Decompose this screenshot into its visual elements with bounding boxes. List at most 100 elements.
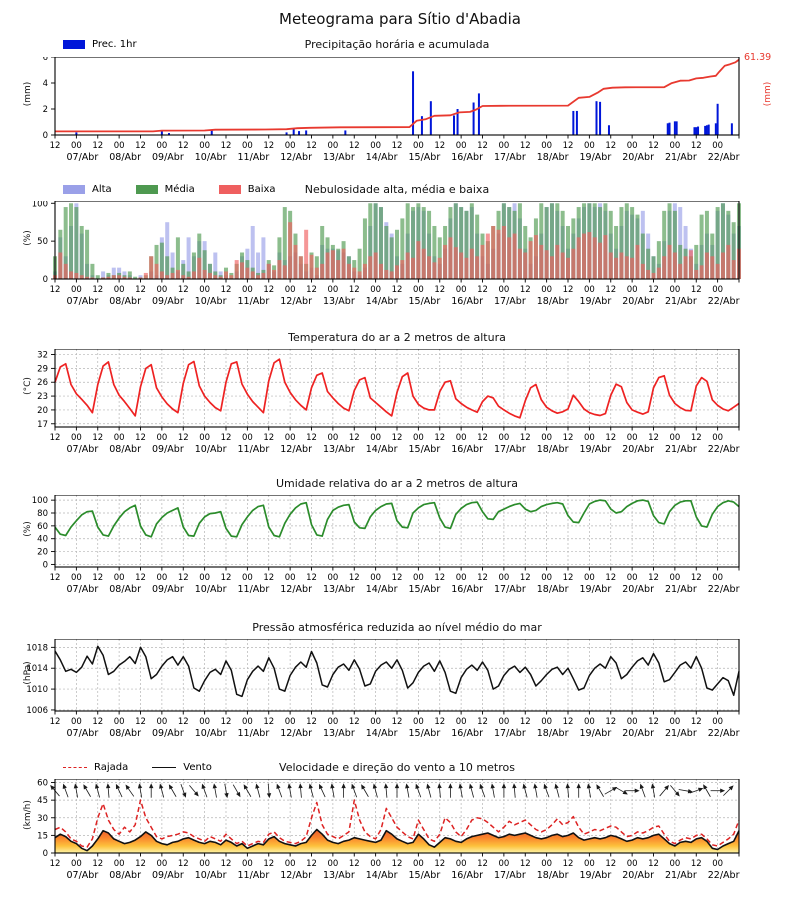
svg-text:12: 12 (50, 573, 61, 583)
svg-text:15/Abr: 15/Abr (409, 296, 441, 307)
svg-text:00: 00 (242, 717, 253, 727)
legend-label: Rajada (94, 762, 129, 773)
svg-text:14/Abr: 14/Abr (366, 296, 398, 307)
svg-text:00: 00 (456, 141, 467, 151)
legend-item: Média (135, 184, 195, 195)
svg-text:00: 00 (669, 141, 680, 151)
svg-text:12: 12 (520, 859, 531, 869)
svg-text:00: 00 (413, 573, 424, 583)
svg-text:12: 12 (349, 717, 360, 727)
svg-text:12: 12 (221, 285, 232, 295)
svg-text:19/Abr: 19/Abr (580, 870, 612, 881)
svg-text:00: 00 (370, 859, 381, 869)
svg-text:12: 12 (92, 433, 103, 443)
svg-text:12: 12 (434, 717, 445, 727)
svg-text:00: 00 (114, 141, 125, 151)
svg-text:00: 00 (285, 573, 296, 583)
svg-text:00: 00 (71, 717, 82, 727)
svg-text:12/Abr: 12/Abr (280, 444, 312, 455)
svg-text:18/Abr: 18/Abr (537, 444, 569, 455)
svg-text:17/Abr: 17/Abr (494, 152, 526, 163)
svg-text:12: 12 (434, 433, 445, 443)
svg-text:00: 00 (370, 573, 381, 583)
svg-text:00: 00 (413, 433, 424, 443)
svg-text:12: 12 (306, 573, 317, 583)
svg-text:10/Abr: 10/Abr (195, 870, 227, 881)
svg-text:12: 12 (434, 141, 445, 151)
svg-text:00: 00 (413, 141, 424, 151)
svg-text:12: 12 (605, 141, 616, 151)
svg-text:12: 12 (306, 141, 317, 151)
svg-text:00: 00 (498, 433, 509, 443)
svg-text:09/Abr: 09/Abr (152, 728, 184, 739)
panel-header-temperature: Temperatura do ar a 2 metros de altura (0, 331, 800, 347)
svg-text:11/Abr: 11/Abr (238, 584, 270, 595)
svg-text:00: 00 (541, 717, 552, 727)
svg-text:22/Abr: 22/Abr (708, 444, 740, 455)
alta-swatch-icon (63, 185, 85, 194)
svg-text:00: 00 (712, 433, 723, 443)
svg-text:12: 12 (135, 285, 146, 295)
svg-text:22/Abr: 22/Abr (708, 870, 740, 881)
svg-text:00: 00 (498, 859, 509, 869)
svg-text:20/Abr: 20/Abr (622, 296, 654, 307)
svg-text:12: 12 (178, 433, 189, 443)
svg-text:00: 00 (541, 433, 552, 443)
svg-text:100: 100 (32, 201, 48, 209)
svg-text:12: 12 (563, 859, 574, 869)
svg-text:07/Abr: 07/Abr (67, 152, 99, 163)
legend-item: Alta (63, 184, 112, 195)
svg-text:15/Abr: 15/Abr (409, 728, 441, 739)
svg-text:00: 00 (627, 717, 638, 727)
svg-text:12: 12 (92, 717, 103, 727)
svg-text:00: 00 (627, 859, 638, 869)
svg-text:09/Abr: 09/Abr (152, 444, 184, 455)
svg-text:12: 12 (605, 717, 616, 727)
svg-text:12: 12 (648, 285, 659, 295)
svg-text:20: 20 (37, 406, 48, 416)
svg-text:12: 12 (263, 717, 274, 727)
svg-text:00: 00 (627, 433, 638, 443)
svg-text:12: 12 (648, 433, 659, 443)
svg-text:00: 00 (498, 141, 509, 151)
svg-text:12: 12 (263, 573, 274, 583)
svg-text:00: 00 (370, 285, 381, 295)
svg-text:12: 12 (392, 285, 403, 295)
svg-text:12: 12 (605, 433, 616, 443)
svg-text:11/Abr: 11/Abr (238, 152, 270, 163)
svg-text:40: 40 (37, 535, 48, 545)
svg-text:00: 00 (114, 859, 125, 869)
svg-text:00: 00 (712, 285, 723, 295)
svg-text:12: 12 (392, 859, 403, 869)
svg-text:12: 12 (520, 433, 531, 443)
svg-text:14/Abr: 14/Abr (366, 444, 398, 455)
svg-text:1006: 1006 (26, 706, 48, 716)
svg-text:00: 00 (199, 141, 210, 151)
svg-text:00: 00 (242, 859, 253, 869)
svg-text:12: 12 (434, 573, 445, 583)
svg-text:12/Abr: 12/Abr (280, 870, 312, 881)
svg-text:20/Abr: 20/Abr (622, 728, 654, 739)
svg-text:00: 00 (156, 285, 167, 295)
svg-text:12: 12 (349, 285, 360, 295)
panel-header-pressure: Pressão atmosférica reduzida ao nível mé… (0, 621, 800, 637)
svg-text:15/Abr: 15/Abr (409, 870, 441, 881)
svg-text:00: 00 (456, 433, 467, 443)
panel-title-wind: Velocidade e direção do vento a 10 metro… (279, 761, 515, 774)
svg-text:00: 00 (71, 433, 82, 443)
svg-text:12: 12 (178, 717, 189, 727)
svg-text:12: 12 (135, 717, 146, 727)
svg-text:00: 00 (285, 433, 296, 443)
svg-text:12: 12 (263, 285, 274, 295)
panel-header-humidity: Umidade relativa do ar a 2 metros de alt… (0, 477, 800, 493)
svg-text:30: 30 (37, 814, 48, 824)
wind-line-icon (152, 767, 177, 768)
svg-text:6: 6 (43, 57, 48, 63)
gust-dashed-line-icon (63, 767, 87, 768)
svg-text:0: 0 (43, 849, 48, 859)
svg-text:07/Abr: 07/Abr (67, 584, 99, 595)
svg-text:20/Abr: 20/Abr (622, 584, 654, 595)
svg-text:13/Abr: 13/Abr (323, 584, 355, 595)
svg-text:00: 00 (712, 717, 723, 727)
svg-text:00: 00 (242, 285, 253, 295)
